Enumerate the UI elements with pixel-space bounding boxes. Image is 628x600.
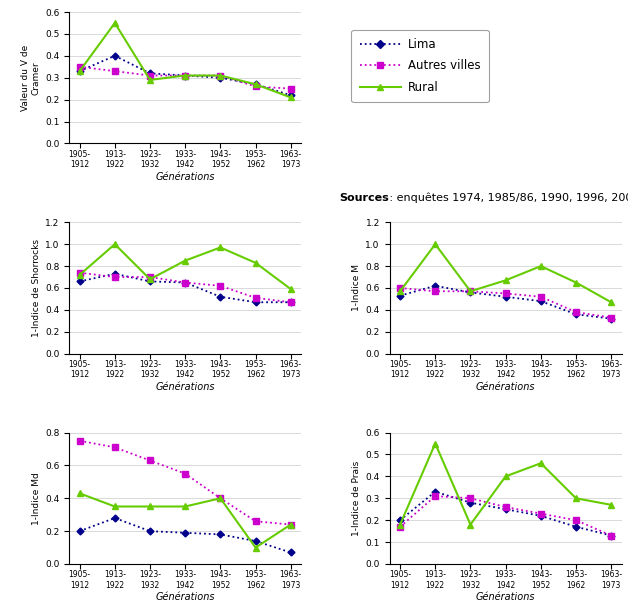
X-axis label: Générations: Générations bbox=[156, 592, 215, 600]
Text: Sources: Sources bbox=[339, 193, 389, 203]
X-axis label: Générations: Générations bbox=[156, 382, 215, 392]
Y-axis label: 1-Indice de Shorrocks: 1-Indice de Shorrocks bbox=[32, 239, 41, 337]
X-axis label: Générations: Générations bbox=[476, 592, 535, 600]
Y-axis label: Valeur du V de
Cramer: Valeur du V de Cramer bbox=[21, 44, 41, 111]
Y-axis label: 1-Indice de Prais: 1-Indice de Prais bbox=[352, 461, 361, 536]
X-axis label: Générations: Générations bbox=[476, 382, 535, 392]
Legend: Lima, Autres villes, Rural: Lima, Autres villes, Rural bbox=[351, 30, 489, 102]
Text: : enquêtes 1974, 1985/86, 1990, 1996, 2001: : enquêtes 1974, 1985/86, 1990, 1996, 20… bbox=[386, 193, 628, 203]
Y-axis label: 1-Indice M: 1-Indice M bbox=[352, 265, 361, 311]
X-axis label: Générations: Générations bbox=[156, 172, 215, 182]
Y-axis label: 1-Indice Md: 1-Indice Md bbox=[32, 472, 41, 524]
